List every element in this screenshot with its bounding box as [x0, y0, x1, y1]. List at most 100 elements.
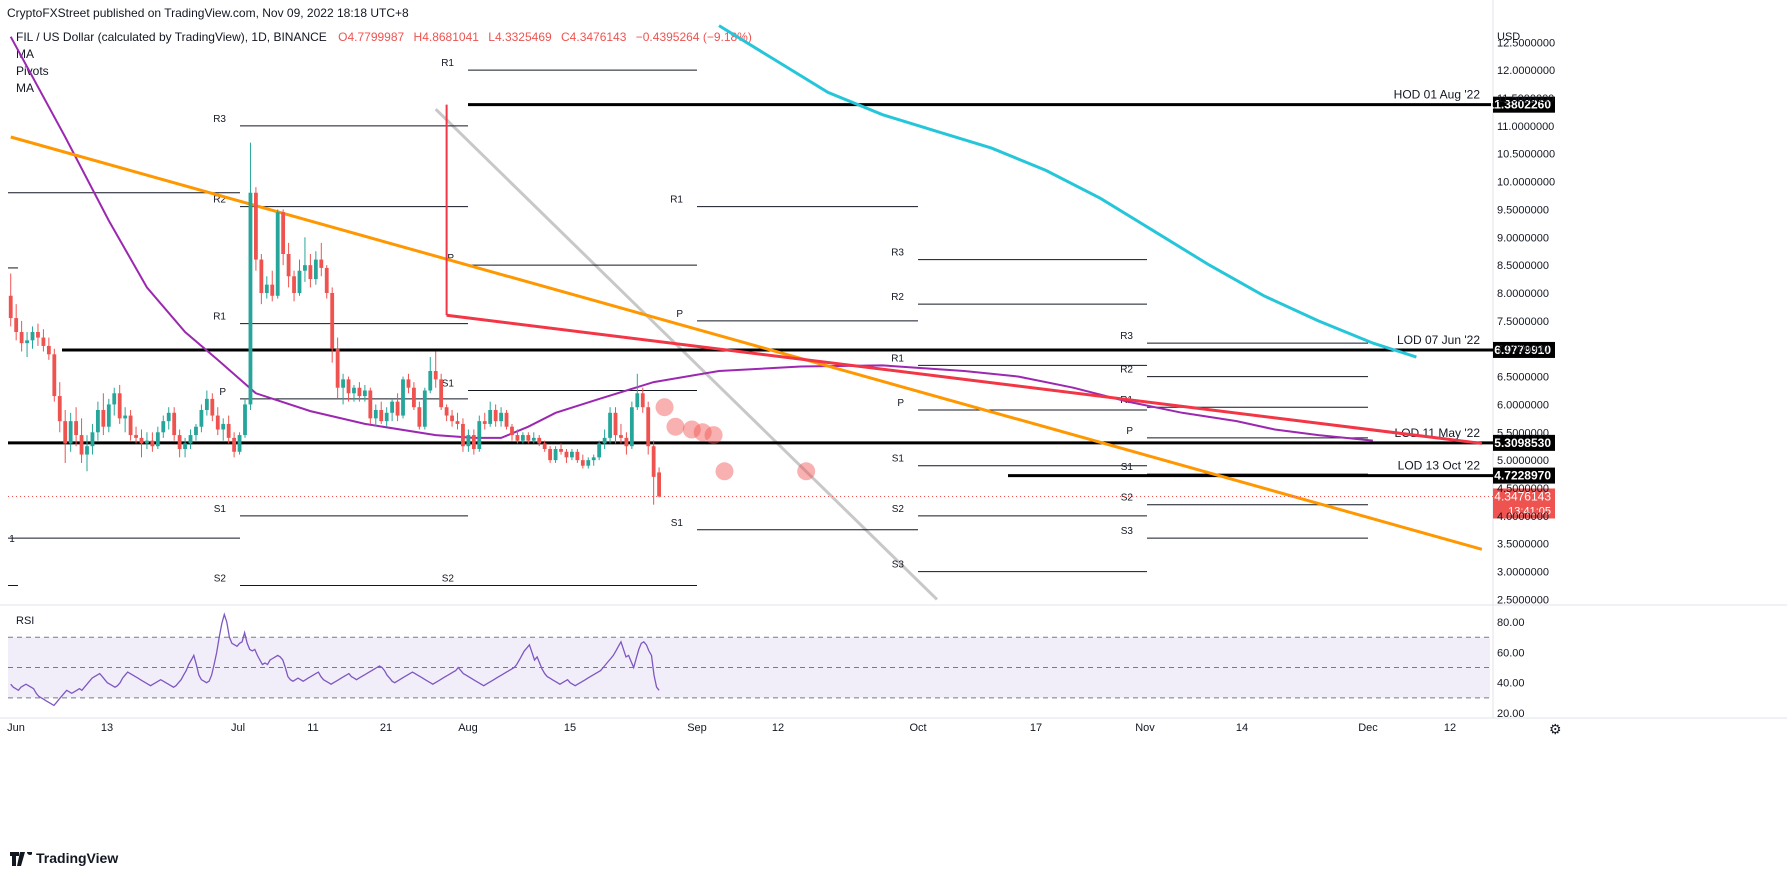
- candle-body: [619, 435, 623, 438]
- symbol-line[interactable]: FIL / US Dollar (calculated by TradingVi…: [16, 30, 752, 44]
- pivot-label-s2: S2: [442, 574, 455, 585]
- candle-body: [515, 435, 520, 441]
- candle-body: [46, 345, 51, 355]
- candle-body: [461, 423, 465, 447]
- candle-body: [286, 254, 291, 277]
- symbol-name[interactable]: FIL / US Dollar (calculated by TradingVi…: [16, 30, 327, 44]
- candle-body: [422, 390, 427, 427]
- candle-body: [635, 393, 640, 408]
- highlight-marker: [682, 420, 701, 439]
- pivot-label-p: P: [897, 398, 904, 409]
- candle-body: [210, 398, 215, 416]
- candle-body: [482, 421, 487, 424]
- candle-body: [134, 435, 138, 438]
- pivot-label-s3: S3: [1121, 526, 1134, 537]
- price-axis-tick: 8.0000000: [1497, 288, 1549, 300]
- candle-body: [651, 446, 656, 477]
- candle-body: [406, 379, 411, 388]
- candle-body: [493, 410, 498, 422]
- ohlc-open: O4.7799987: [338, 30, 405, 44]
- candle-body: [188, 435, 193, 444]
- candle-body: [155, 432, 160, 447]
- price-axis-tick: 3.5000000: [1497, 539, 1549, 551]
- candle-body: [608, 412, 612, 438]
- candle-body: [433, 371, 438, 380]
- indicator-ma-2[interactable]: MA: [16, 81, 34, 95]
- price-axis-tick: 2.5000000: [1497, 594, 1549, 606]
- tradingview-logo-icon: [10, 849, 33, 866]
- candle-body: [335, 348, 340, 388]
- candle-body: [330, 293, 335, 349]
- candle-body: [166, 412, 171, 422]
- candle-body: [559, 449, 563, 452]
- pivot-label-p: P: [219, 387, 226, 398]
- candle-body: [368, 390, 373, 419]
- time-axis-tick: Aug: [458, 722, 478, 734]
- candle-body: [308, 265, 313, 280]
- candle-body: [204, 398, 209, 410]
- indicator-pivots[interactable]: Pivots: [16, 64, 49, 78]
- candle-body: [8, 295, 13, 319]
- price-axis-tick: 10.5000000: [1497, 149, 1555, 161]
- candle-body: [580, 460, 585, 466]
- publisher-line: CryptoFXStreet published on TradingView.…: [7, 6, 409, 20]
- pivot-label-s3: S3: [892, 560, 905, 571]
- candle-body: [624, 437, 629, 447]
- candle-body: [303, 265, 307, 271]
- key-level-price-text: 4.7228970: [1494, 469, 1551, 483]
- candle-body: [264, 284, 269, 293]
- pivot-label-s1: S1: [1121, 462, 1134, 473]
- pivot-label-p: P: [676, 309, 683, 320]
- ohlc-low: L4.3325469: [488, 30, 552, 44]
- candle-body: [324, 267, 329, 293]
- candle-body: [629, 407, 634, 447]
- price-axis-tick: 12.0000000: [1497, 65, 1555, 77]
- time-axis-tick: 21: [380, 722, 392, 734]
- tradingview-logo-text: TradingView: [36, 850, 119, 866]
- indicator-ma-1[interactable]: MA: [16, 47, 34, 61]
- time-axis-tick: 14: [1236, 722, 1248, 734]
- pivot-label-r3: R3: [213, 114, 226, 125]
- candle-body: [613, 412, 618, 436]
- countdown-text: 13:41:05: [1508, 505, 1551, 517]
- candle-body: [101, 410, 106, 427]
- key-level-price-tag: [1493, 467, 1555, 484]
- time-axis-tick: Dec: [1358, 722, 1378, 734]
- price-axis-tick: 9.5000000: [1497, 204, 1549, 216]
- candle-body: [439, 379, 444, 408]
- ohlc-change: −0.4395264 (−9.18%): [635, 30, 752, 44]
- candle-body: [139, 437, 144, 444]
- candle-body: [575, 451, 580, 461]
- candle-body: [254, 192, 258, 260]
- candle-body: [275, 212, 280, 296]
- candle-body: [297, 270, 302, 293]
- highlight-marker: [797, 462, 816, 481]
- candle-body: [25, 340, 29, 344]
- price-axis-tick: 4.0000000: [1497, 511, 1549, 523]
- rsi-axis-tick: 40.00: [1497, 678, 1525, 690]
- price-axis-tick: 8.5000000: [1497, 260, 1549, 272]
- time-axis-tick: Oct: [909, 722, 926, 734]
- candle-body: [395, 401, 400, 416]
- candle-body: [177, 435, 182, 449]
- candle-body: [412, 387, 416, 408]
- candle-body: [270, 284, 275, 296]
- time-axis-tick: 12: [1444, 722, 1456, 734]
- candle-body: [384, 412, 389, 422]
- pivot-label-r3: R3: [891, 248, 904, 259]
- settings-gear-icon[interactable]: ⚙: [1549, 721, 1562, 737]
- candle-body: [52, 354, 57, 397]
- candle-body: [112, 393, 117, 405]
- candle-body: [341, 379, 345, 388]
- highlight-marker: [715, 462, 734, 481]
- pivot-label-s1: S1: [214, 504, 227, 515]
- tradingview-logo[interactable]: TradingView: [10, 849, 119, 866]
- candle-body: [657, 472, 662, 497]
- candle-body: [68, 421, 73, 444]
- candle-body: [466, 435, 471, 447]
- rsi-title: RSI: [16, 615, 34, 627]
- time-axis-tick: Jul: [231, 722, 245, 734]
- candle-body: [542, 443, 547, 449]
